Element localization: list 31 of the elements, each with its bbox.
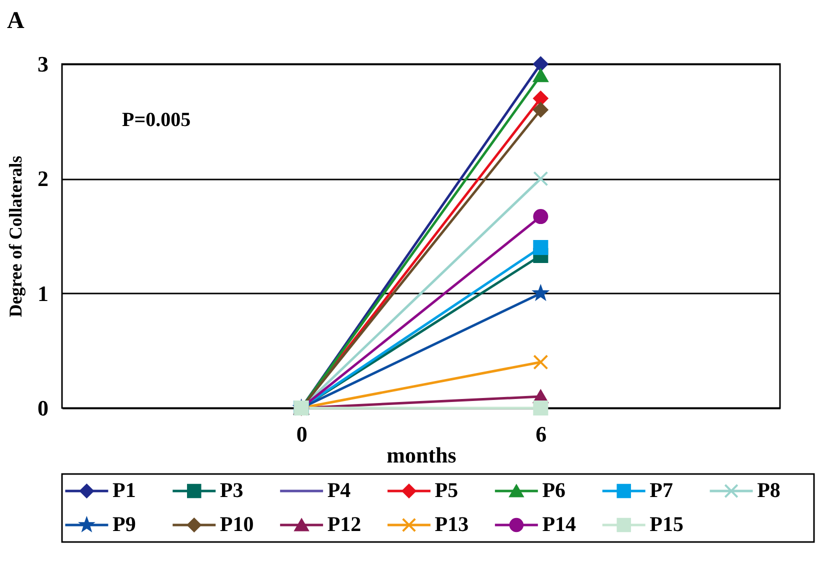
x-tick-label: 6 [536,422,547,446]
y-tick-label: 0 [38,396,48,420]
point [533,354,548,370]
point [533,209,548,224]
y-tick-label: 2 [38,166,48,192]
point [533,56,548,72]
annotation: P=0.005 [122,109,191,131]
legend-label: P6 [542,478,566,502]
legend-label: P12 [327,512,362,536]
point [533,171,548,186]
legend-label: P4 [327,478,352,502]
legend-label: P3 [220,478,244,502]
legend-label: P13 [434,512,469,536]
legend-label: P8 [757,478,780,502]
legend-label: P10 [220,512,254,536]
x-axis-title: months [386,442,457,468]
legend-label: P5 [434,478,458,502]
y-axis-title: Degree of Collaterals [6,156,26,318]
y-tick-label: 1 [38,280,48,306]
point [533,286,548,300]
point [533,240,548,255]
legend-label: P15 [650,512,684,536]
point [533,102,548,118]
chart-title: A [7,8,25,34]
legend-label: P9 [112,512,136,536]
legend-label: P14 [542,512,577,536]
point [533,90,548,106]
y-tick-label: 3 [38,52,48,76]
point [533,400,548,416]
legend-label: P7 [650,478,673,502]
legend-label: P1 [112,478,136,502]
